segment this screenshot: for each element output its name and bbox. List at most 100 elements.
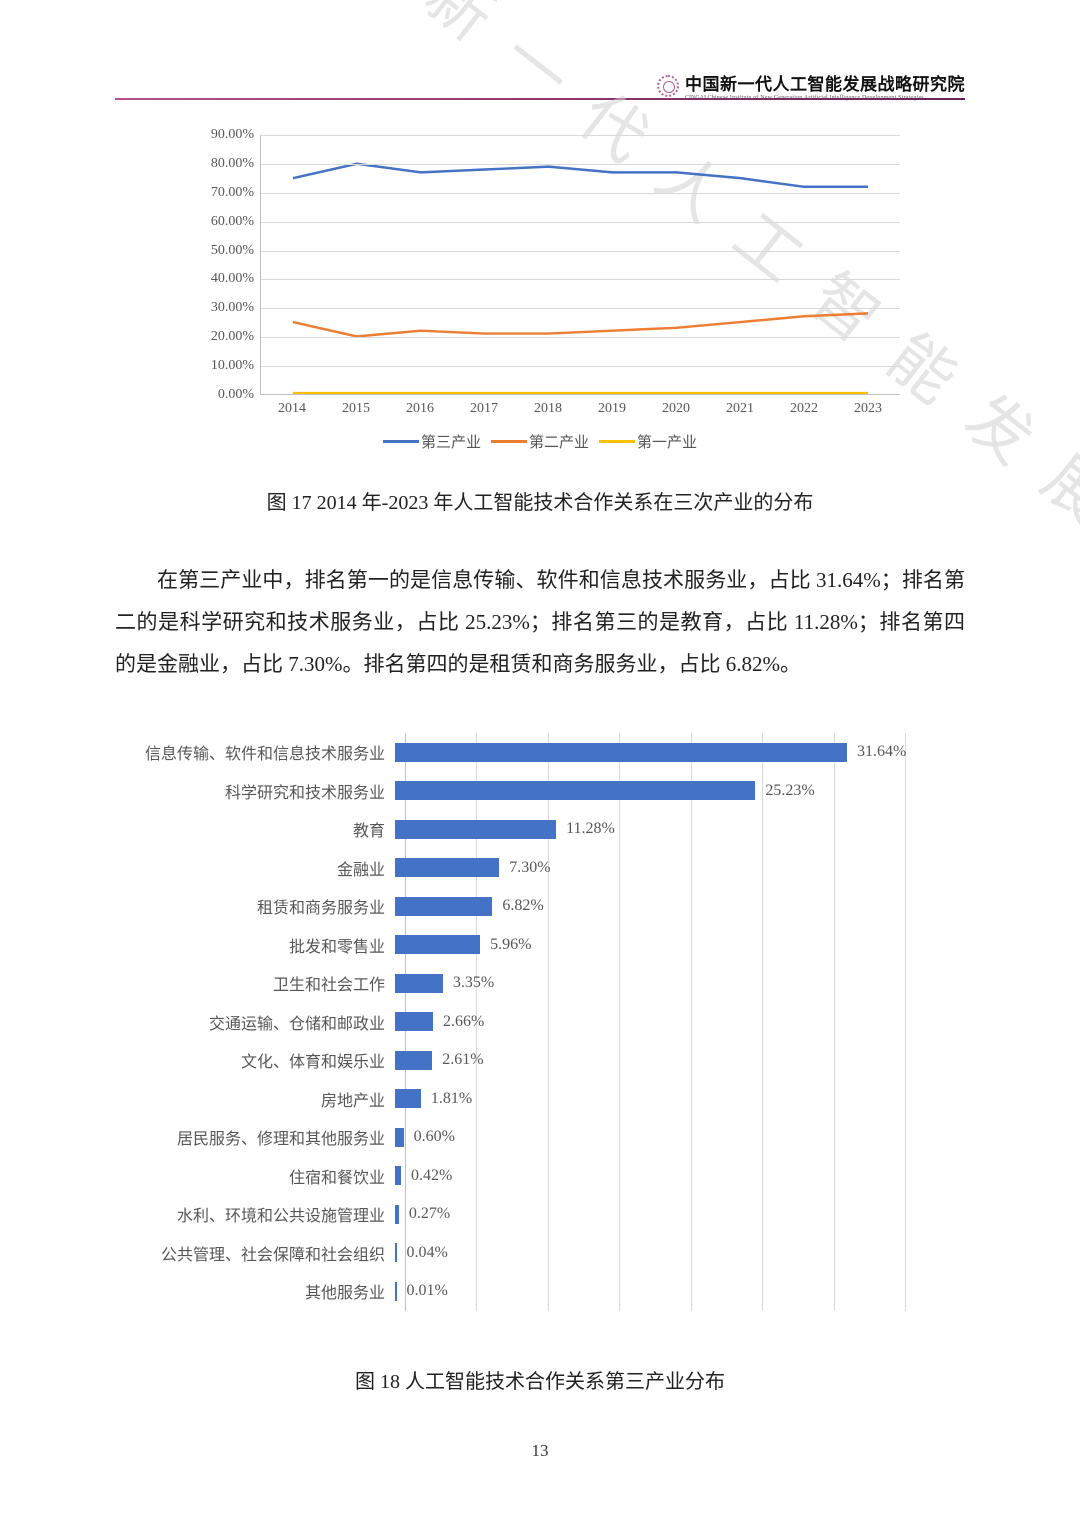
hbar-bar-area: 3.35%	[395, 964, 1015, 1003]
hbar-value-label: 3.35%	[453, 974, 494, 992]
line-chart-plot: 0.00%10.00%20.00%30.00%40.00%50.00%60.00…	[260, 135, 900, 395]
hbar-row: 交通运输、仓储和邮政业2.66%	[115, 1003, 1015, 1042]
hbar-row: 其他服务业0.01%	[115, 1272, 1015, 1311]
hbar-bar-area: 31.64%	[395, 733, 1015, 772]
hbar-value-label: 0.42%	[411, 1167, 452, 1185]
hbar-bar-area: 5.96%	[395, 926, 1015, 965]
hbar-bar: 0.04%	[395, 1243, 397, 1262]
legend-swatch	[599, 440, 635, 443]
hbar-row: 批发和零售业5.96%	[115, 926, 1015, 965]
hbar-value-label: 5.96%	[490, 936, 531, 954]
line-chart-gridline	[261, 222, 900, 223]
hbar-bar-area: 0.01%	[395, 1272, 1015, 1311]
hbar-value-label: 0.01%	[407, 1282, 448, 1300]
line-series	[293, 313, 868, 336]
header-logo-block: 中国新一代人工智能发展战略研究院 CINGAI Chinese Institut…	[657, 70, 965, 101]
hbar-row: 公共管理、社会保障和社会组织0.04%	[115, 1234, 1015, 1273]
legend-item: 第二产业	[491, 431, 589, 452]
line-chart-gridline	[261, 279, 900, 280]
hbar-row: 水利、环境和公共设施管理业0.27%	[115, 1195, 1015, 1234]
line-chart-ytick: 70.00%	[186, 185, 254, 201]
hbar-row: 租赁和商务服务业6.82%	[115, 887, 1015, 926]
hbar-bar: 2.66%	[395, 1012, 433, 1031]
hbar-chart-figure: 信息传输、软件和信息技术服务业31.64%科学研究和技术服务业25.23%教育1…	[115, 733, 965, 1311]
line-chart-gridline	[261, 366, 900, 367]
line-chart-ytick: 60.00%	[186, 214, 254, 230]
hbar-bar: 1.81%	[395, 1089, 421, 1108]
hbar-category-label: 科学研究和技术服务业	[115, 779, 395, 803]
header-text-block: 中国新一代人工智能发展战略研究院 CINGAI Chinese Institut…	[685, 70, 965, 101]
line-chart-ytick: 40.00%	[186, 271, 254, 287]
hbar-value-label: 25.23%	[765, 782, 814, 800]
legend-swatch	[491, 440, 527, 443]
line-chart-ytick: 10.00%	[186, 358, 254, 374]
figure-17-caption: 图 17 2014 年-2023 年人工智能技术合作关系在三次产业的分布	[115, 486, 965, 515]
line-chart-xtick: 2018	[516, 401, 580, 417]
hbar-bar: 0.27%	[395, 1205, 399, 1224]
figure-18-caption: 图 18 人工智能技术合作关系第三产业分布	[115, 1365, 965, 1394]
hbar-category-label: 租赁和商务服务业	[115, 894, 395, 918]
hbar-value-label: 2.61%	[442, 1051, 483, 1069]
line-chart-gridline	[261, 193, 900, 194]
line-chart-ytick: 0.00%	[186, 387, 254, 403]
hbar-value-label: 11.28%	[566, 820, 615, 838]
hbar-row: 科学研究和技术服务业25.23%	[115, 772, 1015, 811]
line-chart-xtick: 2019	[580, 401, 644, 417]
document-page: 中国新一代人工智能发展战略研究院 CINGAI Chinese Institut…	[0, 0, 1080, 1527]
logo-icon	[657, 75, 679, 97]
header-divider	[115, 98, 965, 100]
line-chart-legend: 第三产业 第二产业 第一产业	[180, 431, 900, 452]
body-paragraph: 在第三产业中，排名第一的是信息传输、软件和信息技术服务业，占比 31.64%；排…	[115, 559, 965, 685]
line-series	[293, 164, 868, 187]
hbar-row: 卫生和社会工作3.35%	[115, 964, 1015, 1003]
hbar-bar: 2.61%	[395, 1051, 432, 1070]
hbar-category-label: 信息传输、软件和信息技术服务业	[115, 740, 395, 764]
hbar-category-label: 水利、环境和公共设施管理业	[115, 1202, 395, 1226]
line-chart-xtick: 2015	[324, 401, 388, 417]
hbar-bar-area: 7.30%	[395, 849, 1015, 888]
hbar-rows: 信息传输、软件和信息技术服务业31.64%科学研究和技术服务业25.23%教育1…	[115, 733, 1015, 1311]
hbar-bar: 3.35%	[395, 974, 443, 993]
hbar-row: 文化、体育和娱乐业2.61%	[115, 1041, 1015, 1080]
hbar-bar-area: 11.28%	[395, 810, 1015, 849]
legend-item: 第三产业	[383, 431, 481, 452]
line-chart-ytick: 20.00%	[186, 329, 254, 345]
hbar-category-label: 房地产业	[115, 1087, 395, 1111]
hbar-value-label: 7.30%	[509, 859, 550, 877]
legend-item: 第一产业	[599, 431, 697, 452]
line-chart-gridline	[261, 164, 900, 165]
hbar-value-label: 0.60%	[414, 1128, 455, 1146]
hbar-bar-area: 0.27%	[395, 1195, 1015, 1234]
line-chart-xtick: 2014	[260, 401, 324, 417]
page-number: 13	[0, 1441, 1080, 1461]
line-chart-xtick: 2021	[708, 401, 772, 417]
hbar-value-label: 0.27%	[409, 1205, 450, 1223]
hbar-category-label: 教育	[115, 817, 395, 841]
hbar-value-label: 31.64%	[857, 743, 906, 761]
hbar-bar: 0.60%	[395, 1128, 404, 1147]
line-chart-figure: 0.00%10.00%20.00%30.00%40.00%50.00%60.00…	[115, 135, 965, 452]
hbar-value-label: 1.81%	[431, 1090, 472, 1108]
hbar-bar: 11.28%	[395, 820, 556, 839]
hbar-row: 金融业 7.30%	[115, 849, 1015, 888]
hbar-row: 教育11.28%	[115, 810, 1015, 849]
hbar-category-label: 居民服务、修理和其他服务业	[115, 1125, 395, 1149]
line-chart-xtick: 2022	[772, 401, 836, 417]
hbar-category-label: 金融业	[115, 856, 395, 880]
hbar-category-label: 公共管理、社会保障和社会组织	[115, 1241, 395, 1265]
hbar-bar-area: 25.23%	[395, 772, 1015, 811]
hbar-bar-area: 0.42%	[395, 1157, 1015, 1196]
line-chart-svg	[261, 135, 900, 394]
hbar-bar: 6.82%	[395, 897, 492, 916]
hbar-category-label: 住宿和餐饮业	[115, 1164, 395, 1188]
hbar-category-label: 卫生和社会工作	[115, 971, 395, 995]
line-chart-xtick: 2017	[452, 401, 516, 417]
hbar-row: 居民服务、修理和其他服务业0.60%	[115, 1118, 1015, 1157]
hbar-bar: 5.96%	[395, 935, 480, 954]
legend-label: 第二产业	[529, 431, 589, 452]
hbar-bar: 0.42%	[395, 1166, 401, 1185]
legend-label: 第一产业	[637, 431, 697, 452]
hbar-row: 住宿和餐饮业0.42%	[115, 1157, 1015, 1196]
hbar-bar: 25.23%	[395, 781, 755, 800]
line-chart-gridline	[261, 251, 900, 252]
